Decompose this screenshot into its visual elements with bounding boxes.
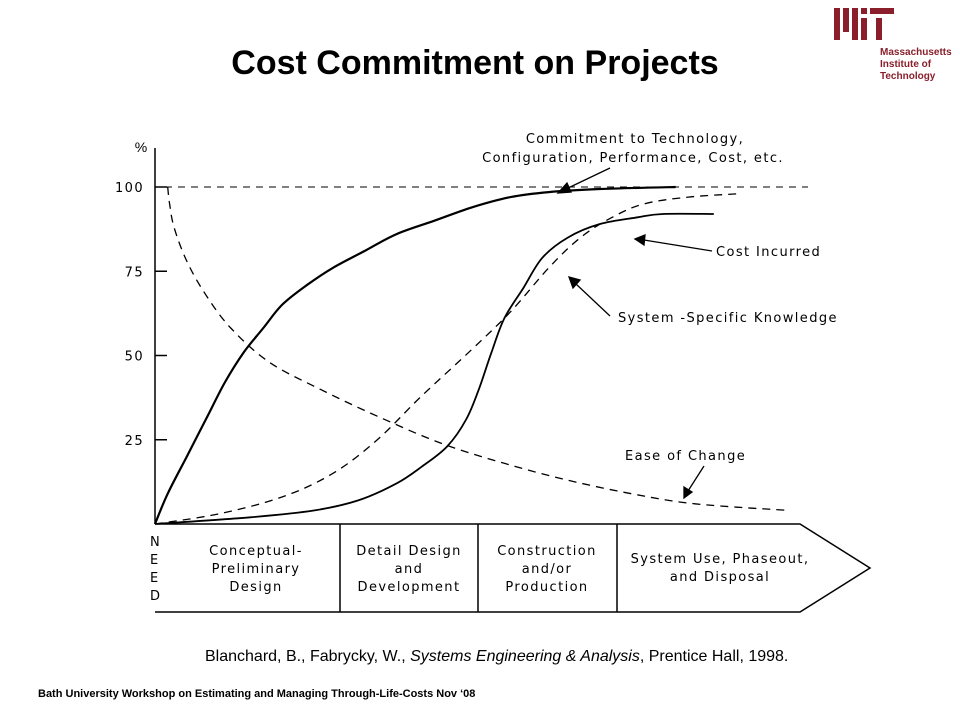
phase-4-line-1: System Use, Phaseout,: [631, 552, 810, 567]
citation-book: Systems Engineering & Analysis: [410, 648, 640, 665]
arrow-commitment: [565, 167, 611, 190]
arrow-cost-incurred: [643, 239, 713, 252]
annotation-ease-of-change: Ease of Change: [625, 449, 746, 464]
phase-3-line-3: Production: [505, 580, 588, 595]
arrow-knowledge: [575, 283, 611, 317]
phase-need-letter-3: E: [150, 571, 160, 586]
arrowhead-knowledge: [567, 276, 582, 290]
y-tick-label-50: 50: [125, 350, 144, 365]
arrowhead-commitment: [556, 181, 572, 194]
phase-2-line-3: Development: [358, 580, 461, 595]
phase-1-line-3: Design: [229, 580, 282, 595]
logo-line-3: Technology: [880, 71, 936, 82]
phase-1-line-2: Preliminary: [212, 562, 301, 577]
phase-1-line-1: Conceptual-: [209, 544, 303, 559]
phase-need-letter-4: D: [150, 589, 161, 604]
annotation-commitment-line-2: Configuration, Performance, Cost, etc.: [482, 151, 784, 166]
citation-authors: Blanchard, B., Fabrycky, W.,: [205, 648, 411, 665]
y-tick-label-100: 100: [115, 181, 144, 196]
phase-2-line-1: Detail Design: [356, 544, 462, 559]
phase-4-line-2: and Disposal: [670, 570, 770, 585]
annotation-knowledge: System -Specific Knowledge: [618, 311, 838, 326]
logo-line-2: Institute of: [880, 59, 932, 70]
footer: Bath University Workshop on Estimating a…: [38, 688, 476, 700]
arrowhead-cost-incurred: [633, 233, 646, 247]
phase-2-line-2: and: [395, 562, 424, 577]
annotation-cost-incurred: Cost Incurred: [716, 245, 821, 260]
y-axis-label: %: [135, 139, 147, 155]
arrow-ease-of-change: [687, 465, 705, 492]
mit-logo: [834, 8, 894, 40]
citation-rest: , Prentice Hall, 1998.: [639, 648, 789, 665]
citation: Blanchard, B., Fabrycky, W., Systems Eng…: [205, 648, 788, 666]
arrowhead-ease-of-change: [683, 485, 694, 500]
commitment-curve: [153, 185, 676, 525]
y-tick-label-75: 75: [125, 265, 144, 280]
slide-title: Cost Commitment on Projects: [231, 44, 719, 82]
phase-arrow-outline: [155, 523, 872, 613]
cost-incurred-curve: [154, 212, 714, 525]
phase-need-letter-1: N: [150, 535, 161, 550]
phase-3-line-1: Construction: [497, 544, 597, 559]
logo-line-1: Massachusetts: [880, 47, 952, 58]
y-tick-label-25: 25: [125, 434, 144, 449]
knowledge-curve: [154, 193, 740, 525]
phase-3-line-2: and/or: [522, 562, 573, 577]
ease-of-change-curve: [167, 186, 791, 512]
annotation-commitment-line-1: Commitment to Technology,: [526, 132, 744, 147]
logo-text: Massachusetts Institute of Technology: [880, 47, 952, 83]
phase-need-letter-2: E: [150, 553, 160, 568]
